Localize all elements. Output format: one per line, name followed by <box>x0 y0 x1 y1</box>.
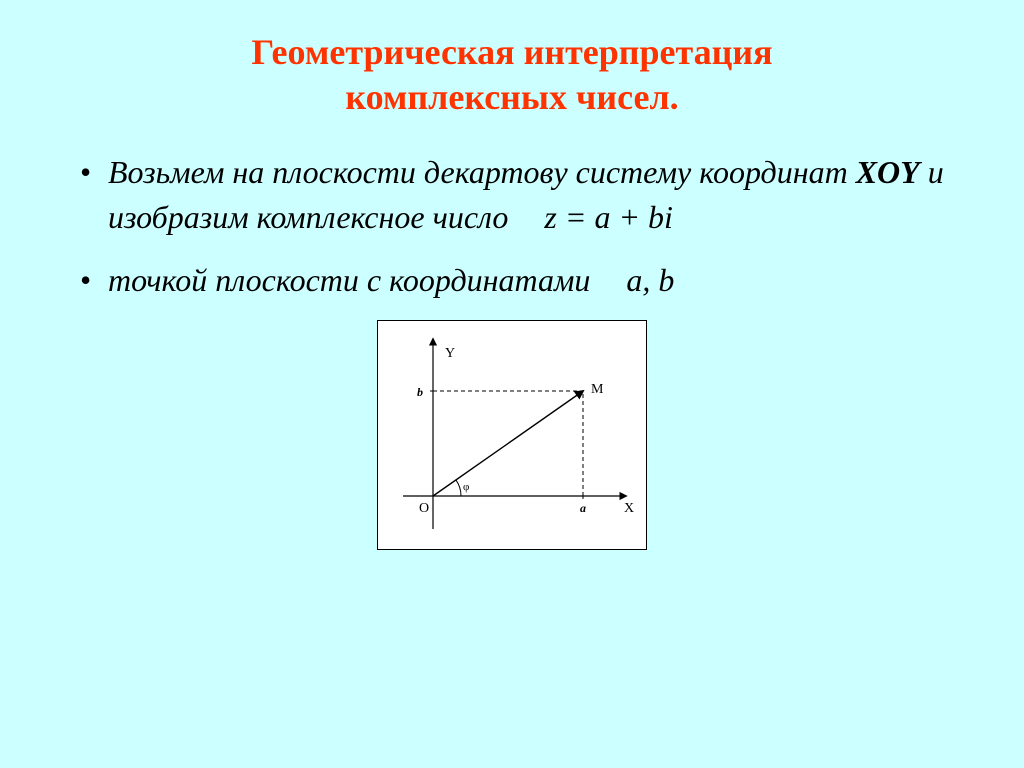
svg-text:X: X <box>624 501 634 516</box>
complex-plane-diagram: Y X O Mb a φ <box>377 320 647 550</box>
title-line-1: Геометрическая интерпретация <box>251 32 772 72</box>
title-line-2: комплексных чисел. <box>345 77 678 117</box>
formula-z: z = a + bi <box>516 195 673 240</box>
bullet-2: точкой плоскости с координатами a, b <box>80 258 974 303</box>
bullet-1-xoy: XOY <box>856 154 920 190</box>
svg-text:φ: φ <box>463 481 469 493</box>
bullet-1-pre: Возьмем на плоскости декартову систему к… <box>108 154 856 190</box>
svg-text:M: M <box>591 382 604 397</box>
diagram-container: Y X O Mb a φ <box>50 320 974 550</box>
bullet-1: Возьмем на плоскости декартову систему к… <box>80 150 974 240</box>
bullet-2-text: точкой плоскости с координатами <box>108 262 590 298</box>
svg-text:O: O <box>419 501 429 516</box>
svg-text:Y: Y <box>445 346 455 361</box>
svg-text:a: a <box>580 501 586 515</box>
svg-text:b: b <box>417 385 423 399</box>
slide-title: Геометрическая интерпретация комплексных… <box>50 30 974 120</box>
coords-ab: a, b <box>598 258 674 303</box>
bullet-list: Возьмем на плоскости декартову систему к… <box>50 150 974 302</box>
